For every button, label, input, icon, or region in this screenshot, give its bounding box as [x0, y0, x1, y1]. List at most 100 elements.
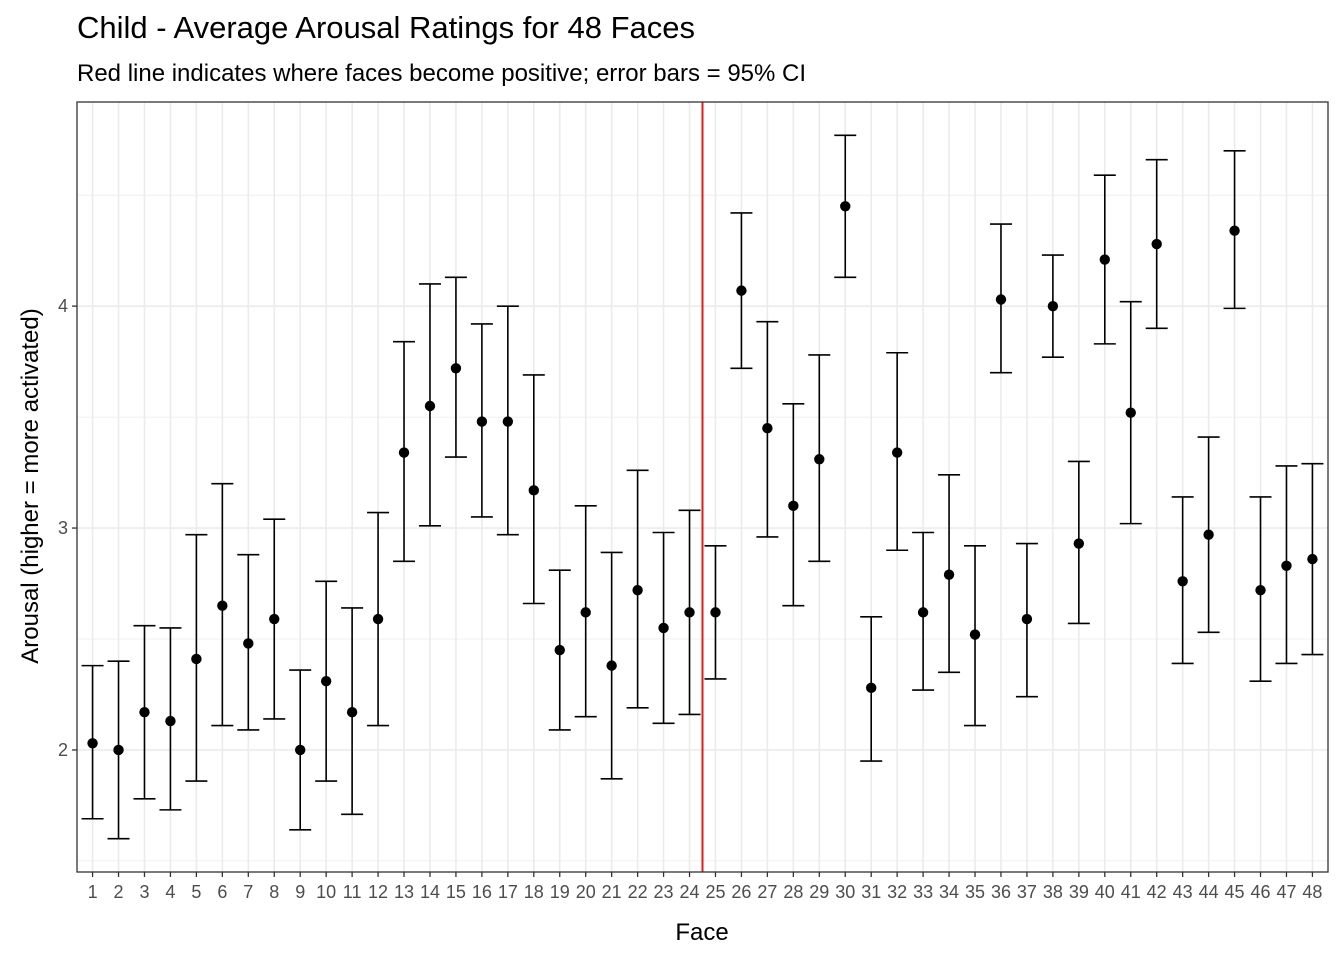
data-point: [814, 454, 825, 465]
data-point: [87, 738, 98, 749]
data-point: [398, 447, 410, 458]
x-tick-label: 6: [217, 882, 227, 902]
x-tick-label: 36: [991, 882, 1011, 902]
chart-title: Child - Average Arousal Ratings for 48 F…: [77, 10, 696, 45]
data-point: [710, 607, 721, 618]
x-tick-label: 2: [114, 882, 124, 902]
data-point: [346, 707, 358, 718]
x-tick-label: 45: [1225, 882, 1245, 902]
data-point: [554, 644, 565, 656]
data-point: [943, 569, 955, 580]
data-point: [1099, 254, 1110, 265]
data-point: [1229, 225, 1240, 236]
data-point: [606, 660, 617, 671]
x-tick-label: 18: [524, 882, 544, 902]
x-tick-label: 14: [420, 882, 440, 902]
x-tick-label: 8: [269, 882, 279, 902]
data-point: [295, 744, 306, 756]
x-tick-label: 34: [939, 882, 959, 902]
x-tick-label: 5: [191, 882, 201, 902]
x-tick-label: 4: [165, 882, 175, 902]
y-axis-title: Arousal (higher = more activated): [17, 308, 44, 664]
data-point: [320, 675, 332, 687]
data-point: [1047, 300, 1059, 312]
data-point: [995, 294, 1007, 305]
data-point: [424, 400, 436, 412]
data-point: [476, 416, 488, 427]
data-point: [1255, 584, 1266, 596]
data-point: [1203, 529, 1214, 540]
x-tick-label: 21: [602, 882, 622, 902]
data-point: [1021, 613, 1033, 625]
data-layer: [81, 134, 1324, 840]
x-tick-label: 46: [1251, 882, 1271, 902]
x-tick-label: 23: [654, 882, 674, 902]
x-axis-title: Face: [675, 919, 728, 946]
data-point: [1177, 576, 1188, 587]
x-tick-label: 27: [757, 882, 777, 902]
x-tick-label: 35: [965, 882, 985, 902]
data-point: [1125, 407, 1136, 418]
x-tick-label: 17: [498, 882, 518, 902]
data-point: [502, 416, 514, 427]
x-tick-label: 1: [88, 882, 98, 902]
data-point: [1151, 238, 1162, 250]
data-point: [580, 607, 591, 618]
x-tick-label: 37: [1017, 882, 1037, 902]
x-tick-label: 11: [343, 882, 362, 902]
x-tick-label: 20: [576, 882, 596, 902]
x-tick-label: 24: [680, 882, 700, 902]
x-tick-label: 10: [316, 882, 336, 902]
data-point: [762, 422, 773, 434]
panel-border: [76, 101, 1329, 873]
x-tick-label: 41: [1121, 882, 1141, 902]
x-tick-label: 33: [913, 882, 933, 902]
data-point: [866, 682, 877, 694]
data-point: [191, 653, 202, 665]
data-point: [1281, 560, 1292, 571]
data-point: [217, 600, 228, 611]
x-tick-label: 48: [1302, 882, 1322, 902]
x-tick-label: 40: [1095, 882, 1115, 902]
x-tick-label: 47: [1276, 882, 1296, 902]
data-point: [269, 613, 280, 625]
x-tick-label: 31: [861, 882, 881, 902]
x-tick-label: 29: [809, 882, 829, 902]
x-tick-label: 39: [1069, 882, 1089, 902]
x-tick-label: 25: [705, 882, 725, 902]
x-tick-label: 22: [628, 882, 648, 902]
x-tick-label: 13: [394, 882, 414, 902]
data-point: [243, 638, 254, 649]
data-point: [1307, 553, 1318, 565]
data-point: [658, 622, 669, 634]
x-tick-label: 16: [472, 882, 492, 902]
x-tick-label: 9: [295, 882, 305, 902]
x-tick-label: 30: [835, 882, 855, 902]
x-tick-label: 26: [731, 882, 751, 902]
x-tick-label: 43: [1173, 882, 1193, 902]
y-tick-label: 3: [58, 518, 68, 538]
data-point: [840, 201, 851, 212]
data-point: [969, 629, 981, 640]
x-tick-label: 3: [139, 882, 149, 902]
x-tick-label: 42: [1147, 882, 1167, 902]
data-point: [165, 715, 176, 727]
data-point: [684, 607, 695, 618]
x-tick-label: 28: [783, 882, 803, 902]
x-tick-label: 19: [550, 882, 570, 902]
data-point: [788, 500, 799, 512]
x-tick-label: 15: [446, 882, 466, 902]
data-point: [736, 285, 747, 296]
data-point: [891, 447, 903, 458]
data-point: [1073, 538, 1085, 549]
data-point: [372, 613, 384, 625]
y-tick-label: 4: [58, 296, 68, 316]
data-point: [139, 707, 150, 718]
x-tick-label: 38: [1043, 882, 1063, 902]
data-point: [113, 744, 124, 756]
x-tick-label: 32: [887, 882, 907, 902]
chart-subtitle: Red line indicates where faces become po…: [77, 60, 807, 87]
data-point: [917, 607, 929, 618]
